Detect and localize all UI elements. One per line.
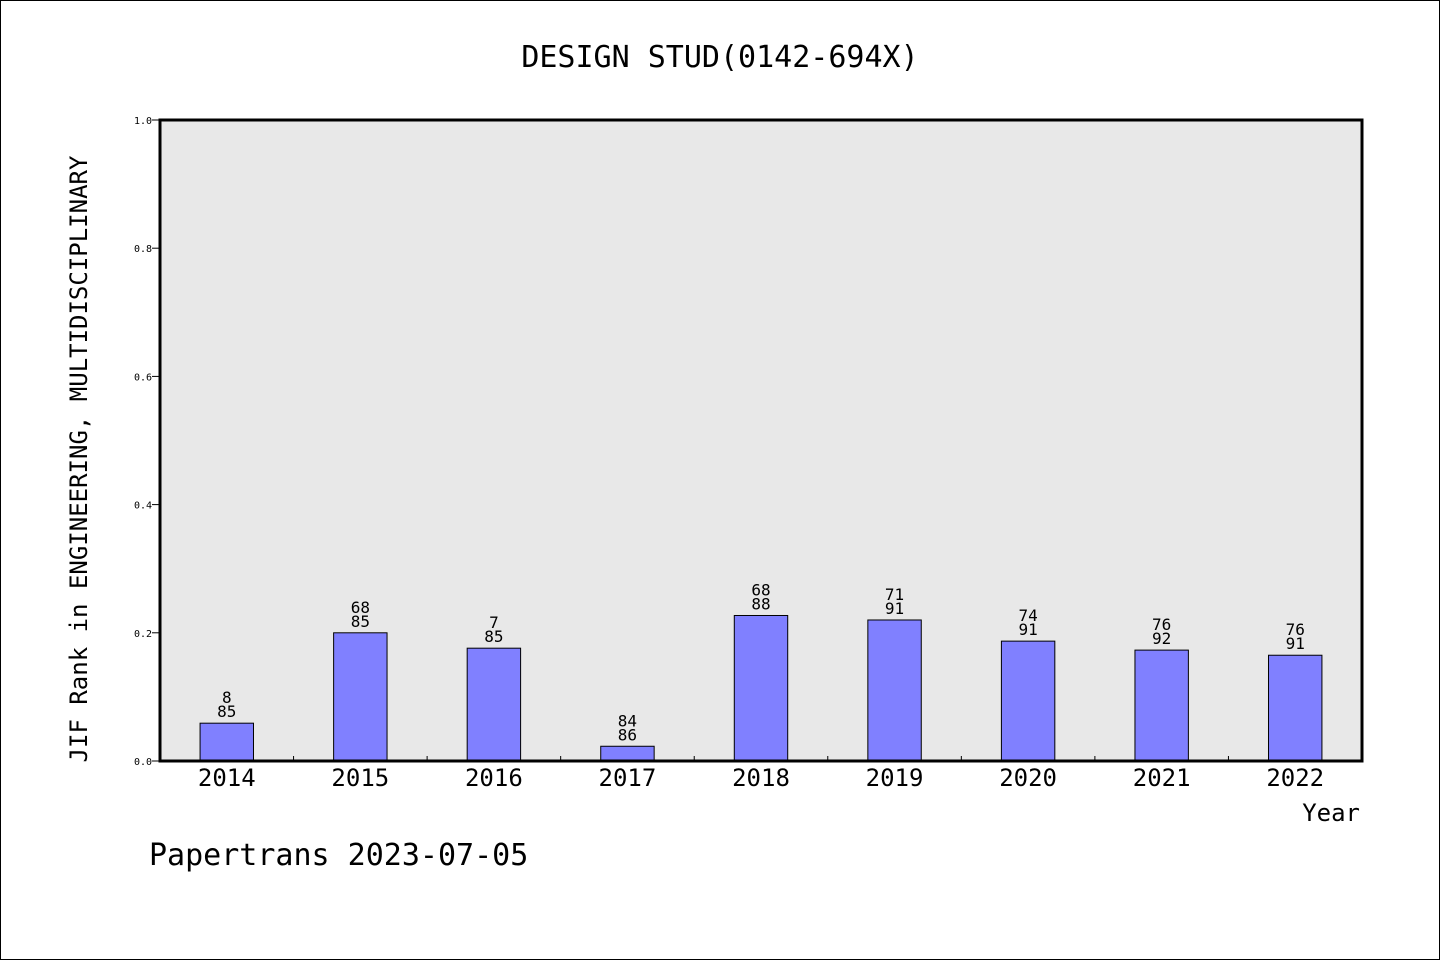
rank-label: 84: [618, 711, 637, 730]
total-label: 91: [1286, 634, 1305, 653]
y-tick-label: 0.8: [134, 244, 152, 255]
rank-label: 76: [1152, 615, 1171, 634]
x-tick-label: 2022: [1266, 764, 1324, 792]
y-tick-label: 0.2: [134, 629, 152, 640]
total-label: 91: [1018, 620, 1037, 639]
total-label: 91: [885, 599, 904, 618]
bar-2020: [1000, 640, 1056, 762]
y-tick-label: 0.0: [134, 757, 152, 768]
y-axis: 0.0 0.2 0.4 0.6 0.8 1.0: [134, 116, 160, 768]
rank-label: 68: [351, 598, 370, 617]
bar-2015: [333, 632, 388, 762]
rank-label: 76: [1286, 620, 1305, 639]
chart-title: DESIGN STUD(0142-694X): [521, 40, 918, 75]
x-tick-label: 2017: [599, 764, 657, 792]
x-tick-label: 2018: [732, 764, 790, 792]
bar-2019: [867, 619, 922, 762]
bar-2021: [1134, 649, 1189, 762]
bar-2016: [466, 647, 522, 762]
bar-2017: [600, 745, 655, 762]
y-axis-label: JIF Rank in ENGINEERING, MULTIDISCIPLINA…: [65, 155, 93, 762]
y-tick-label: 0.6: [134, 372, 152, 383]
rank-label: 7: [489, 613, 499, 632]
total-label: 85: [351, 612, 370, 631]
total-label: 86: [618, 725, 637, 744]
x-tick-label: 2015: [331, 764, 389, 792]
x-tick-label: 2019: [866, 764, 924, 792]
x-tick-label: 2014: [198, 764, 256, 792]
x-tick-label: 2021: [1133, 764, 1191, 792]
total-label: 92: [1152, 629, 1171, 648]
bar-2014: [199, 722, 254, 762]
rank-label: 8: [222, 688, 232, 707]
rank-label: 74: [1018, 606, 1037, 625]
bar-2022: [1268, 654, 1323, 762]
total-label: 85: [484, 627, 503, 646]
rank-label: 68: [751, 580, 770, 599]
x-axis-label: Year: [1302, 799, 1360, 827]
y-tick-label: 1.0: [134, 116, 152, 127]
x-tick-label: 2020: [999, 764, 1057, 792]
bars: [199, 614, 1323, 762]
x-axis: 2014 2015 2016 2017 2018 2019 2020 2021 2022: [198, 756, 1324, 792]
bar-2018: [733, 614, 789, 762]
rank-label: 71: [885, 585, 904, 604]
total-label: 88: [751, 594, 770, 613]
total-label: 85: [217, 702, 236, 721]
y-tick-label: 0.4: [134, 501, 152, 512]
plot-border: [158, 118, 1364, 763]
footer-text: Papertrans 2023-07-05: [149, 838, 528, 873]
x-tick-label: 2016: [465, 764, 523, 792]
